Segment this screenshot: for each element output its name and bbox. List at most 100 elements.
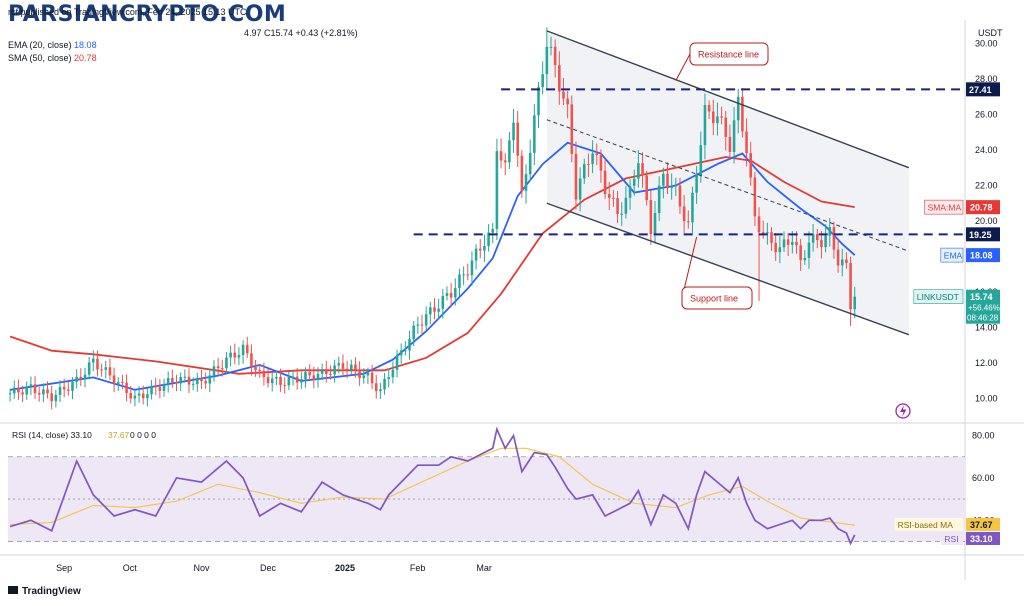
candle-body (62, 386, 66, 390)
candle-body (266, 377, 270, 384)
candle-body (287, 377, 291, 386)
candle-body (141, 393, 145, 399)
candle-body (695, 175, 698, 193)
candle-body (241, 344, 245, 356)
candle-body (728, 136, 732, 152)
candle-body (508, 140, 511, 163)
candle-body (279, 376, 282, 386)
price-tag-value-2 (966, 289, 1000, 324)
level-tag-27.41 (966, 82, 1000, 97)
candle-body (533, 115, 536, 153)
candle-body (220, 368, 224, 370)
candle-body (258, 370, 262, 372)
candle-body (657, 185, 661, 214)
candle-body (528, 152, 532, 175)
candle-body (820, 240, 823, 248)
candle-body (316, 373, 320, 381)
price-tag-value-text-1: 18.08 (970, 251, 993, 261)
candle-body (29, 384, 33, 387)
candle-body (462, 274, 465, 276)
price-tag-name-text-1: EMA (944, 251, 963, 261)
price-tag-value-1 (966, 248, 1000, 263)
candle-body (129, 392, 133, 399)
time-axis-label: Mar (476, 563, 492, 573)
candle-body (196, 377, 199, 385)
rsi-line (9, 426, 856, 546)
candle-body (649, 200, 653, 234)
candle-body (391, 369, 395, 378)
time-axis-label: Feb (410, 563, 426, 573)
ema-legend[interactable]: EMA (20, close) 18.08 (8, 40, 97, 50)
candle-body (345, 368, 349, 370)
candle-body (495, 151, 499, 230)
candle-body (745, 131, 748, 154)
time-axis-label: Nov (193, 563, 210, 573)
candle-body (366, 372, 370, 376)
channel-fill (546, 30, 909, 335)
price-tick-label: 28.00 (975, 74, 998, 84)
candle-body (749, 153, 753, 178)
candle-body (320, 369, 324, 374)
channel-midline (546, 119, 909, 252)
rsi-tag-value-text-0: 37.67 (970, 520, 993, 530)
rsi-tick-label: 80.00 (972, 431, 995, 441)
candle-body (516, 122, 519, 156)
candle-body (8, 393, 12, 395)
resistance-callout-pointer (675, 53, 691, 81)
candle-body (304, 372, 307, 380)
candle-body (591, 153, 594, 165)
candle-body (171, 378, 174, 383)
candle-body (150, 385, 153, 395)
candle-body (766, 232, 769, 234)
candle-body (112, 375, 116, 384)
candle-body (362, 375, 366, 379)
candle-body (778, 247, 782, 253)
tradingview-logo-icon (8, 586, 18, 594)
candle-body (666, 173, 669, 189)
price-tag-value-text-0: 20.78 (970, 203, 993, 213)
candle-body (349, 364, 353, 370)
candle-body (133, 395, 137, 399)
candle-body (420, 324, 424, 326)
sma-legend-value: 20.78 (74, 53, 97, 63)
candle-body (83, 374, 87, 379)
candle-body (566, 98, 569, 105)
candle-body (308, 372, 311, 376)
candle-body (670, 185, 673, 189)
candle-body (42, 389, 45, 395)
candle-body (853, 296, 857, 310)
candle-body (616, 197, 619, 214)
candle-body (811, 234, 815, 243)
price-tick-label: 20.00 (975, 216, 998, 226)
candle-body (300, 379, 303, 383)
candle-body (146, 394, 149, 399)
candle-body (607, 194, 611, 198)
candle-body (408, 339, 411, 351)
tradingview-brand: TradingView (8, 586, 81, 597)
candle-body (699, 145, 703, 176)
price-tick-label: 24.00 (975, 145, 998, 155)
candle-body (641, 163, 644, 176)
candle-body (703, 105, 707, 146)
time-axis-label: 2025 (335, 563, 355, 573)
candle-body (383, 378, 386, 390)
resistance-callout-box (689, 42, 769, 66)
sma-legend[interactable]: SMA (50, close) 20.78 (8, 53, 97, 63)
candle-body (478, 248, 482, 251)
candle-body (815, 234, 819, 241)
candle-body (753, 177, 757, 217)
candle-body (87, 362, 91, 375)
candle-body (12, 387, 16, 394)
price-tick-label: 10.00 (975, 394, 998, 404)
candle-body (503, 160, 507, 163)
price-tag-value-0 (966, 200, 1000, 215)
candle-body (208, 375, 212, 384)
candle-body (562, 91, 565, 99)
price-tag-value-text-2: 15.74 (970, 292, 993, 302)
candle-body (54, 394, 58, 402)
candle-body (125, 382, 128, 393)
candle-body (121, 382, 124, 384)
candle-body (587, 163, 590, 165)
candle-body (441, 295, 445, 309)
